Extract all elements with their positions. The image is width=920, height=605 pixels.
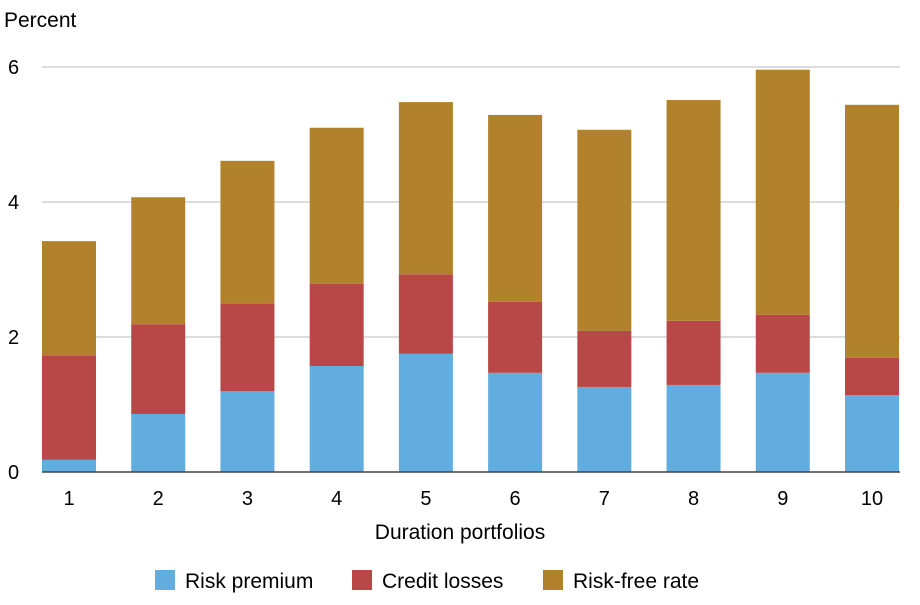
- bar-risk-free-rate-5: [398, 102, 453, 275]
- bar-credit-losses-6: [488, 301, 543, 373]
- bar-risk-premium-10: [845, 395, 899, 472]
- bar-credit-losses-1: [42, 355, 96, 460]
- bar-risk-premium-8: [666, 384, 721, 472]
- x-tick-label: 6: [510, 488, 521, 510]
- bar-risk-premium-2: [131, 413, 186, 472]
- bar-risk-free-rate-4: [309, 127, 364, 284]
- x-tick-labels: 1 2 3 4 5 6 7 8 9 10: [63, 488, 883, 510]
- bar-risk-premium-7: [577, 386, 632, 472]
- x-tick-label: 3: [242, 488, 253, 510]
- x-tick-label: 10: [861, 488, 883, 510]
- bar-credit-losses-3: [220, 303, 275, 391]
- x-tick-label: 5: [420, 488, 431, 510]
- bar-risk-premium-5: [398, 353, 453, 472]
- legend: Risk premium Credit losses Risk-free rate: [155, 570, 699, 593]
- y-tick-label: 0: [8, 462, 19, 484]
- legend-swatch: [543, 570, 563, 590]
- bar-credit-losses-4: [309, 283, 364, 367]
- y-tick-label: 2: [8, 327, 19, 349]
- legend-swatch: [155, 570, 175, 590]
- x-tick-label: 8: [688, 488, 699, 510]
- y-tick-label: 6: [8, 57, 19, 79]
- bar-credit-losses-7: [577, 330, 632, 387]
- x-tick-label: 7: [599, 488, 610, 510]
- y-axis-label: Percent: [4, 9, 77, 32]
- bar-risk-free-rate-10: [845, 104, 899, 358]
- bar-credit-losses-5: [398, 274, 453, 354]
- bars: [42, 69, 899, 472]
- bar-risk-premium-3: [220, 391, 275, 472]
- x-tick-label: 2: [153, 488, 164, 510]
- legend-swatch: [352, 570, 372, 590]
- bar-risk-premium-1: [42, 459, 96, 472]
- bar-risk-free-rate-3: [220, 160, 275, 304]
- bar-risk-free-rate-7: [577, 129, 632, 331]
- legend-label: Risk-free rate: [573, 570, 699, 593]
- bar-credit-losses-2: [131, 324, 186, 414]
- x-axis-label: Duration portfolios: [375, 521, 545, 544]
- bar-risk-free-rate-6: [488, 114, 543, 302]
- bar-risk-premium-6: [488, 372, 543, 472]
- x-tick-label: 4: [331, 488, 342, 510]
- x-tick-label: 9: [777, 488, 788, 510]
- legend-label: Risk premium: [185, 570, 313, 593]
- bar-credit-losses-9: [755, 314, 810, 373]
- bar-risk-free-rate-9: [755, 69, 810, 315]
- bar-credit-losses-10: [845, 357, 899, 396]
- bar-risk-free-rate-1: [42, 241, 96, 356]
- legend-label: Credit losses: [382, 570, 503, 593]
- bar-risk-premium-9: [755, 372, 810, 472]
- bar-risk-free-rate-8: [666, 100, 721, 321]
- bar-credit-losses-8: [666, 320, 721, 385]
- bar-risk-free-rate-2: [131, 197, 186, 325]
- x-tick-label: 1: [63, 488, 74, 510]
- y-tick-label: 4: [8, 192, 19, 214]
- y-tick-labels: 0 2 4 6: [8, 57, 19, 484]
- bar-risk-premium-4: [309, 366, 364, 472]
